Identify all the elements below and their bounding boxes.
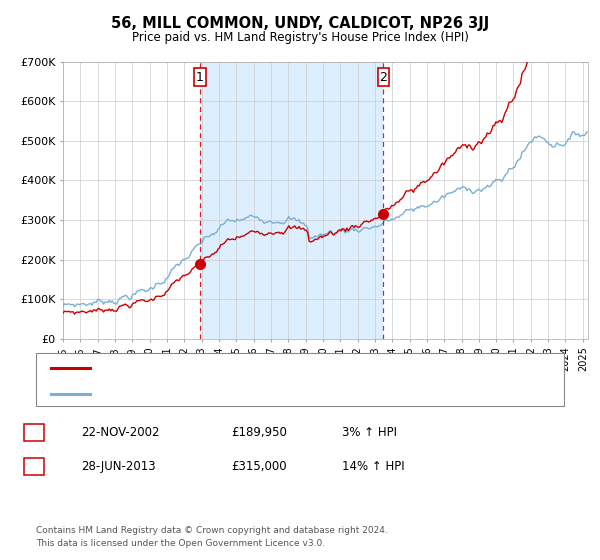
Text: 56, MILL COMMON, UNDY, CALDICOT, NP26 3JJ (detached house): 56, MILL COMMON, UNDY, CALDICOT, NP26 3J…: [97, 363, 451, 374]
Text: 2: 2: [379, 71, 388, 84]
Text: 3% ↑ HPI: 3% ↑ HPI: [342, 426, 397, 440]
Text: £315,000: £315,000: [231, 460, 287, 473]
Text: 14% ↑ HPI: 14% ↑ HPI: [342, 460, 404, 473]
Text: 28-JUN-2013: 28-JUN-2013: [81, 460, 155, 473]
Text: 2: 2: [30, 460, 38, 473]
Text: £189,950: £189,950: [231, 426, 287, 440]
Text: Contains HM Land Registry data © Crown copyright and database right 2024.
This d: Contains HM Land Registry data © Crown c…: [36, 526, 388, 548]
FancyBboxPatch shape: [377, 68, 389, 86]
Text: 1: 1: [30, 426, 38, 440]
Text: 22-NOV-2002: 22-NOV-2002: [81, 426, 160, 440]
FancyBboxPatch shape: [194, 68, 206, 86]
Bar: [200, 62, 383, 339]
Text: Price paid vs. HM Land Registry's House Price Index (HPI): Price paid vs. HM Land Registry's House …: [131, 31, 469, 44]
Text: 56, MILL COMMON, UNDY, CALDICOT, NP26 3JJ: 56, MILL COMMON, UNDY, CALDICOT, NP26 3J…: [111, 16, 489, 31]
Text: 1: 1: [196, 71, 204, 84]
Text: HPI: Average price, detached house, Monmouthshire: HPI: Average price, detached house, Monm…: [97, 389, 385, 399]
